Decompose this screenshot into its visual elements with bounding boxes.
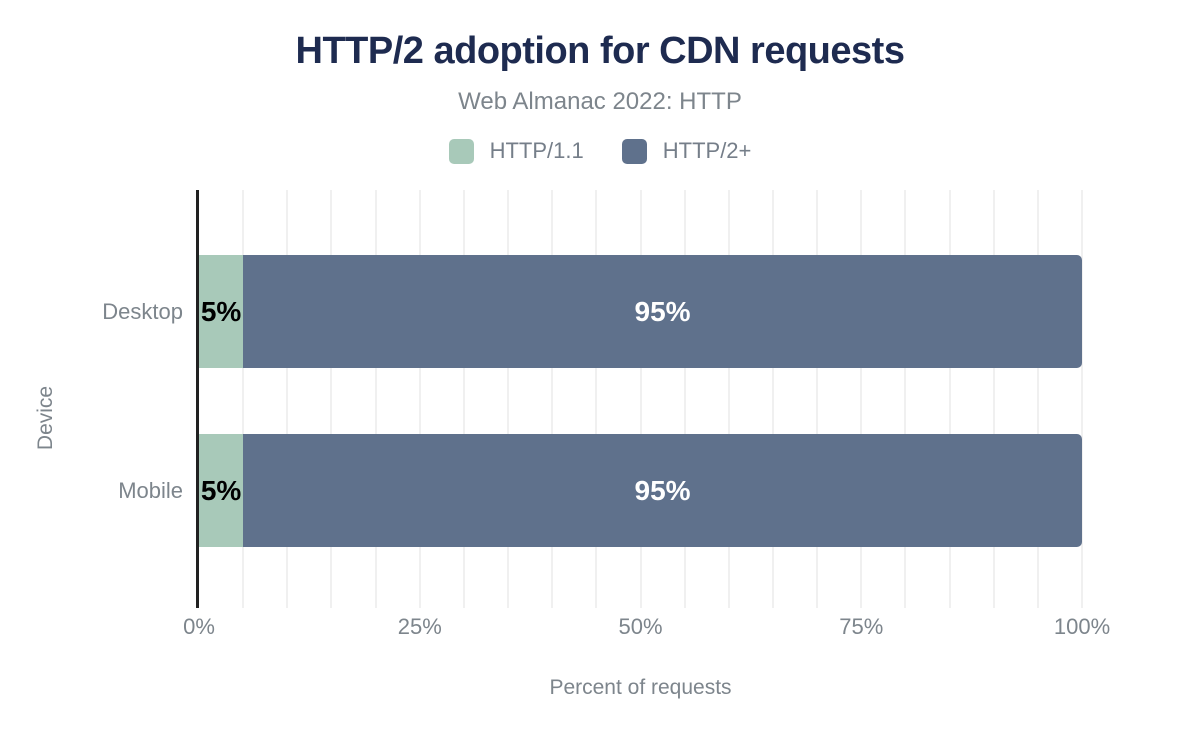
bar-segment-mobile-http-1-1: 5% [199, 434, 244, 547]
gridline [992, 190, 995, 608]
legend-item-http-2: HTTP/2+ [621, 138, 752, 164]
legend-label-http-2: HTTP/2+ [662, 138, 752, 163]
gridline [286, 190, 289, 608]
bar-segment-desktop-http-1-1: 5% [199, 255, 244, 368]
gridline [1036, 190, 1039, 608]
legend-swatch-http-1-1 [448, 138, 474, 164]
x-tick-label-50: 50% [618, 614, 663, 639]
gridline [860, 190, 863, 608]
legend-swatch-http-2 [621, 138, 647, 164]
data-label-desktop-http-1-1: 5% [200, 295, 242, 327]
gridline [816, 190, 819, 608]
bar-row-mobile: Mobile 5% 95% [118, 434, 1082, 547]
bar-segment-desktop-http-2: 95% [243, 255, 1082, 368]
x-tick-label-75: 75% [839, 614, 884, 639]
gridline [462, 190, 465, 608]
gridline [727, 190, 730, 608]
gridline [683, 190, 686, 608]
bar-row-desktop: Desktop 5% 95% [102, 255, 1082, 368]
x-axis-title: Percent of requests [549, 676, 732, 699]
chart-title: HTTP/2 adoption for CDN requests [295, 30, 905, 72]
gridline [330, 190, 333, 608]
data-label-desktop-http-2: 95% [634, 295, 691, 327]
x-tick-label-25: 25% [397, 614, 442, 639]
data-label-mobile-http-1-1: 5% [200, 474, 242, 506]
legend: HTTP/1.1 HTTP/2+ [0, 138, 1200, 164]
gridline [418, 190, 421, 608]
legend-item-http-1-1: HTTP/1.1 [448, 138, 584, 164]
chart-subtitle: Web Almanac 2022: HTTP [458, 88, 742, 115]
x-tick-label-100: 100% [1053, 614, 1111, 639]
gridline [771, 190, 774, 608]
bar-segment-mobile-http-2: 95% [243, 434, 1082, 547]
category-label-desktop: Desktop [102, 298, 183, 324]
category-label-mobile: Mobile [118, 477, 183, 503]
gridline [639, 190, 642, 608]
gridline [551, 190, 554, 608]
gridline [242, 190, 245, 608]
gridline [904, 190, 907, 608]
gridline [595, 190, 598, 608]
gridline [507, 190, 510, 608]
data-label-mobile-http-2: 95% [634, 474, 691, 506]
gridline [1081, 190, 1083, 608]
x-tick-label-0: 0% [183, 614, 215, 639]
legend-label-http-1-1: HTTP/1.1 [489, 138, 584, 163]
gridline [948, 190, 951, 608]
gridline [374, 190, 377, 608]
y-axis-title: Device [34, 385, 57, 451]
plot-area: Desktop 5% 95% Mobile 5% 95% [102, 190, 1083, 608]
x-axis-ticks: 0% 25% 50% 75% 100% [183, 614, 1110, 644]
